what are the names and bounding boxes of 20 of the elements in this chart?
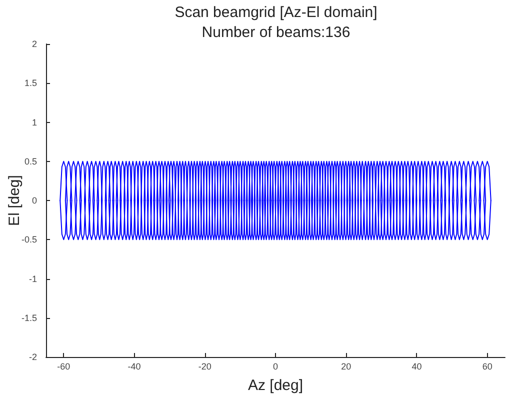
x-tick-label: 20 <box>341 362 352 372</box>
x-tick-label: -20 <box>198 362 212 372</box>
x-tick-label: 40 <box>412 362 422 372</box>
x-axis-title: Az [deg] <box>248 377 304 394</box>
y-tick-label: 2 <box>32 39 37 49</box>
y-tick-label: -1 <box>28 274 37 284</box>
y-tick-label: -2 <box>28 352 37 362</box>
x-tick-label: -60 <box>57 362 70 372</box>
chart-title: Scan beamgrid [Az-El domain] <box>174 4 378 21</box>
y-tick-label: -0.5 <box>21 234 37 245</box>
y-tick-label: 1 <box>32 117 37 128</box>
y-tick-label: -1.5 <box>21 312 37 323</box>
x-tick-label: 0 <box>272 362 278 372</box>
y-axis-title: El [deg] <box>6 175 23 226</box>
chart-subtitle: Number of beams:136 <box>202 24 350 41</box>
y-tick-label: 0.5 <box>24 156 37 166</box>
y-tick-label: 1.5 <box>24 78 37 88</box>
y-tick-label: 0 <box>32 196 37 206</box>
x-tick-label: -40 <box>128 362 141 372</box>
x-tick-label: 60 <box>482 362 492 372</box>
